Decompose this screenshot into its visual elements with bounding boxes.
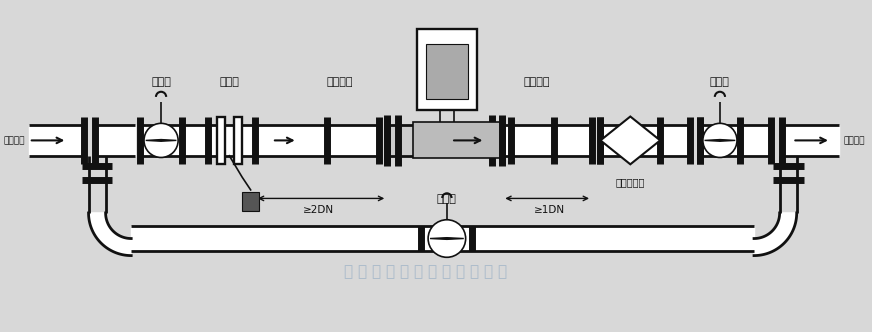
Text: 前直管段: 前直管段: [327, 77, 353, 87]
Polygon shape: [430, 238, 446, 239]
Polygon shape: [705, 139, 720, 141]
Circle shape: [144, 124, 178, 157]
Text: ≥2DN: ≥2DN: [303, 205, 335, 215]
Bar: [412, 123, 502, 158]
Polygon shape: [720, 139, 735, 141]
Bar: [242, 193, 259, 211]
Bar: [417, 29, 477, 110]
Text: 前阀门: 前阀门: [151, 77, 171, 87]
Polygon shape: [89, 213, 131, 256]
Bar: [426, 44, 468, 100]
Bar: [234, 117, 242, 164]
Text: 后阀门: 后阀门: [710, 77, 730, 87]
Text: 钢制伸缩器: 钢制伸缩器: [616, 177, 645, 187]
Polygon shape: [161, 139, 176, 141]
Circle shape: [703, 124, 737, 157]
Bar: [216, 117, 225, 164]
Polygon shape: [446, 238, 464, 239]
Polygon shape: [146, 139, 161, 141]
Text: ≥1DN: ≥1DN: [534, 205, 565, 215]
Text: 介质流向: 介质流向: [843, 136, 865, 145]
Polygon shape: [754, 213, 797, 256]
Polygon shape: [601, 117, 660, 164]
Circle shape: [428, 220, 466, 257]
Text: 后直管段: 后直管段: [523, 77, 549, 87]
Text: 过滤器: 过滤器: [220, 77, 239, 87]
Text: 介质流向: 介质流向: [3, 136, 24, 145]
Text: 旁通阀: 旁通阀: [437, 195, 457, 205]
Text: 青 岛 万 安 电 子 技 术 有 限 公 司: 青 岛 万 安 电 子 技 术 有 限 公 司: [344, 264, 508, 279]
